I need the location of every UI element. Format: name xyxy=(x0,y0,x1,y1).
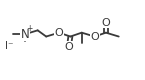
Text: +: + xyxy=(26,24,32,33)
Text: O: O xyxy=(102,18,110,28)
Text: N: N xyxy=(20,28,29,41)
Text: O: O xyxy=(90,32,99,42)
Text: O: O xyxy=(65,42,73,52)
Text: O: O xyxy=(55,28,63,38)
Text: I⁻: I⁻ xyxy=(5,41,13,51)
